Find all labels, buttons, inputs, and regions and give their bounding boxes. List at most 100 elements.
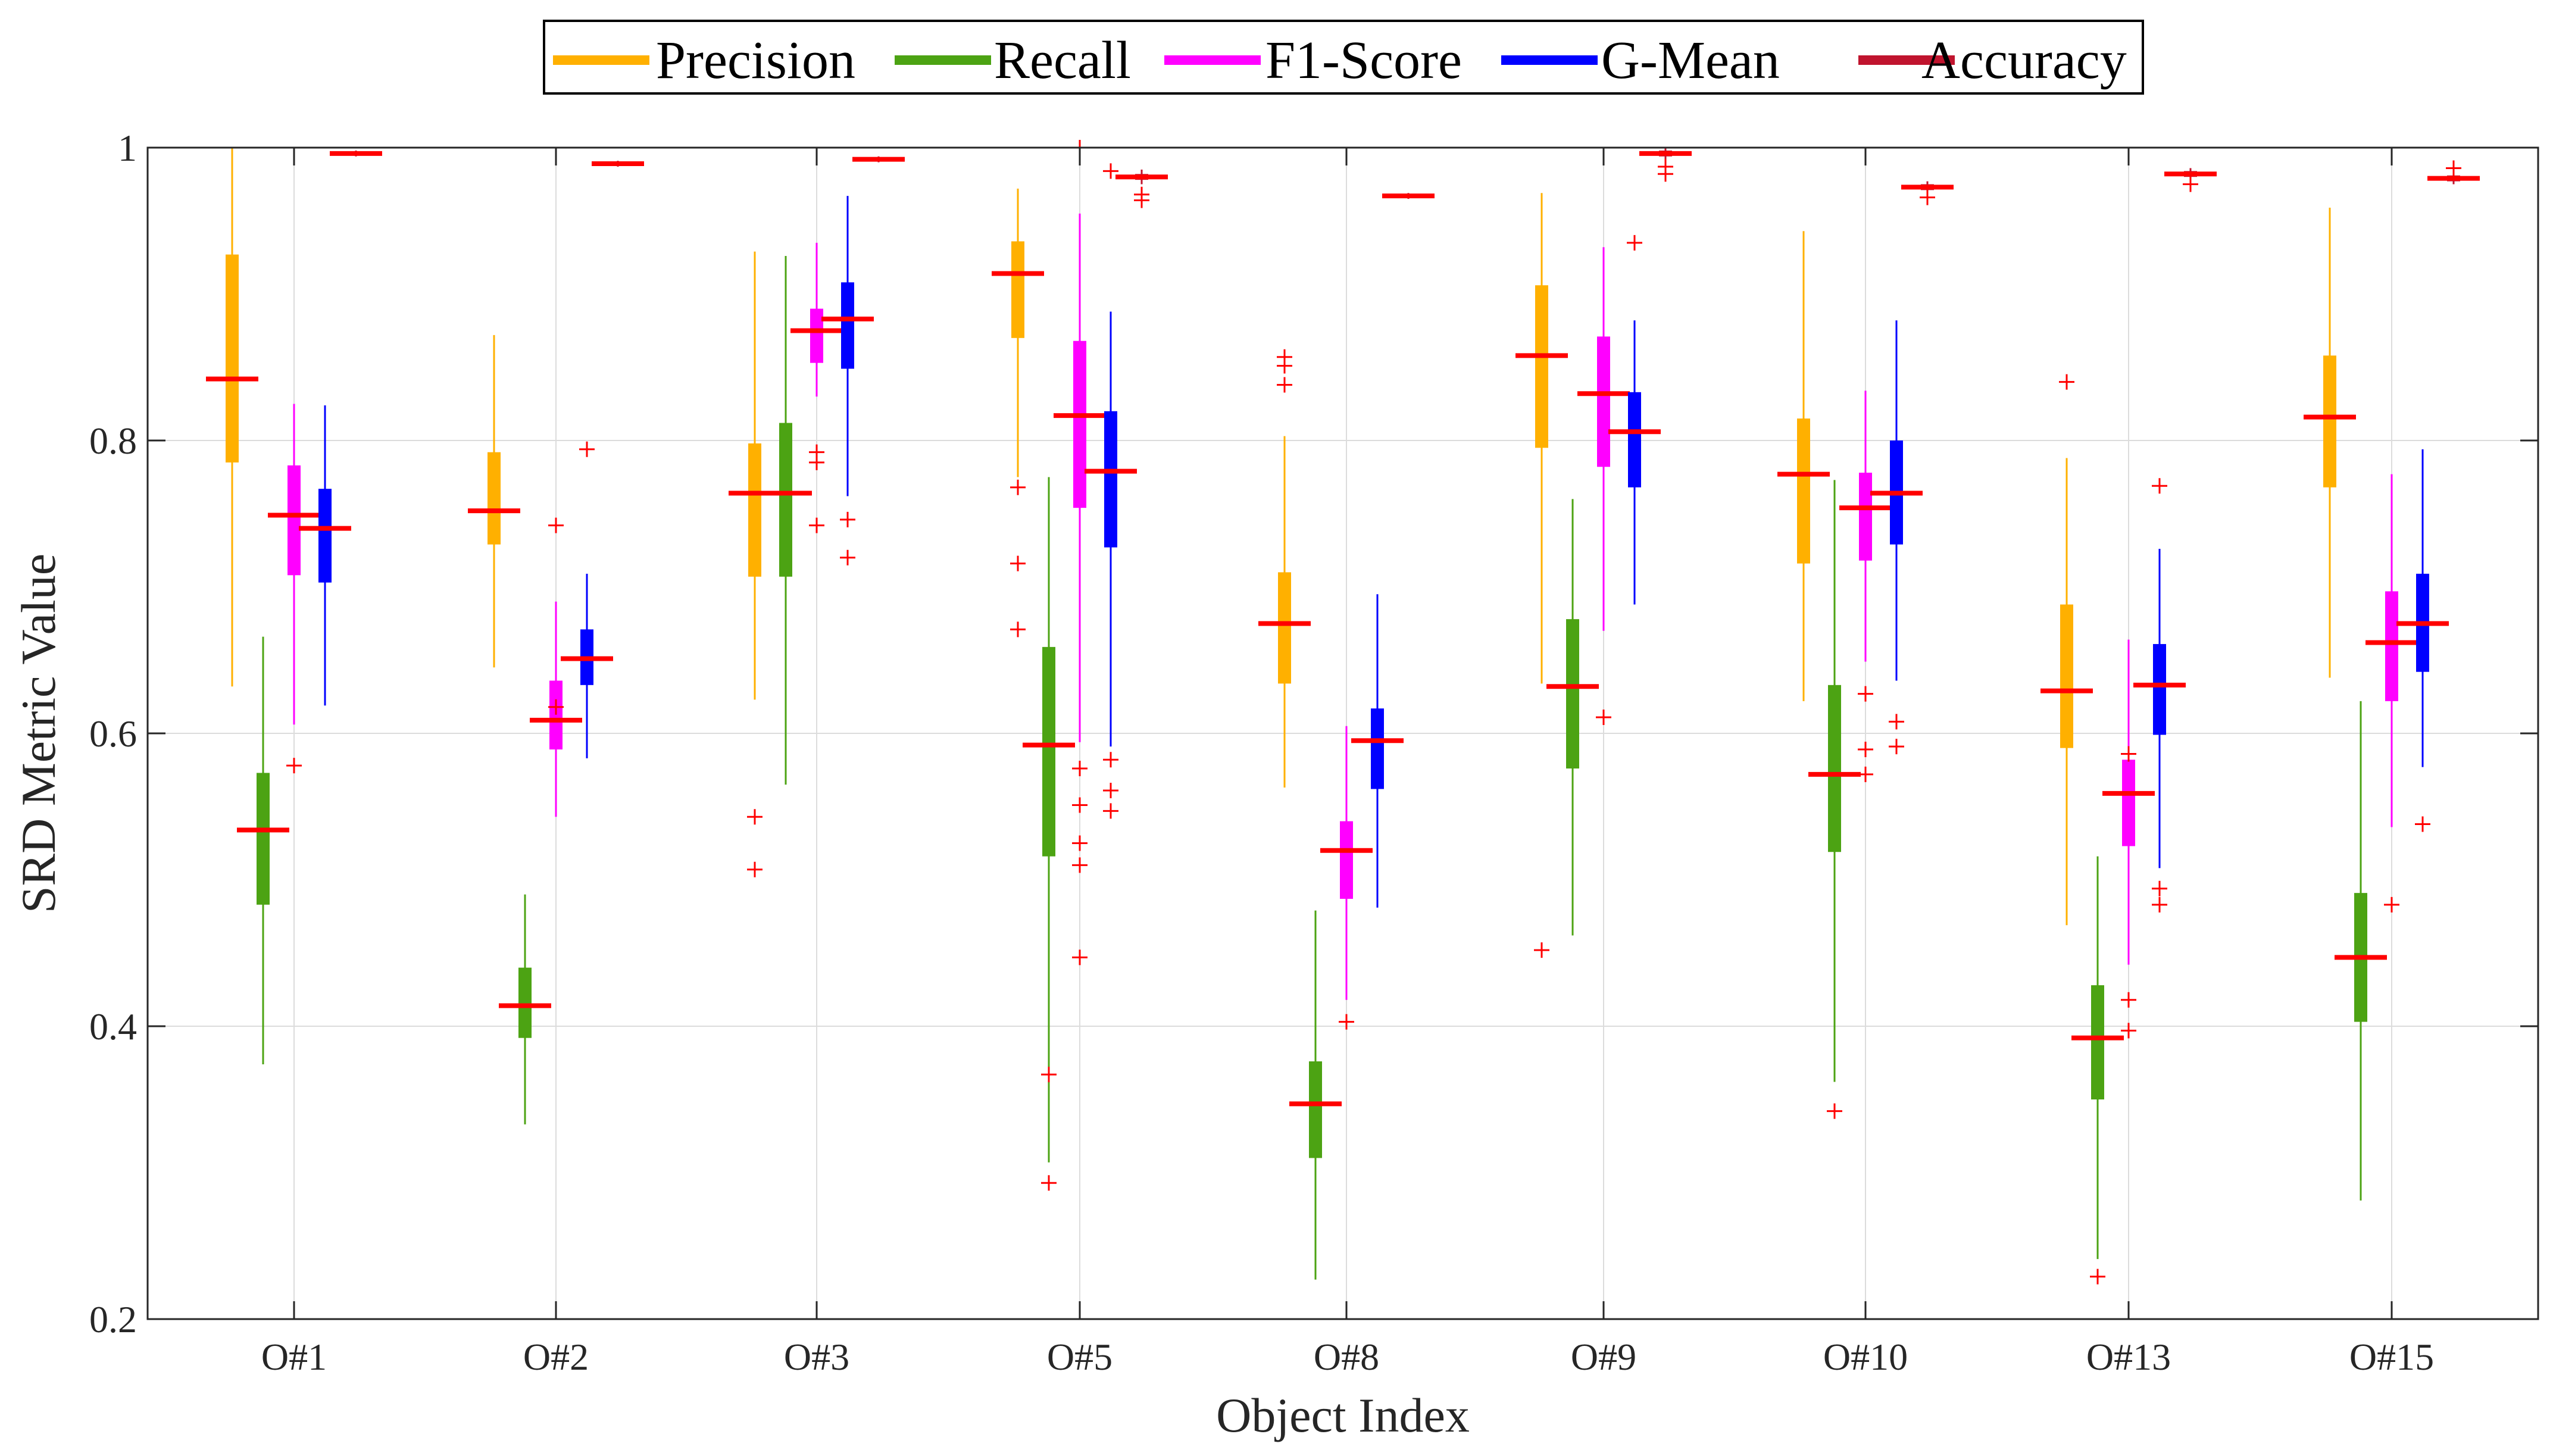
outlier-point	[1827, 1103, 1842, 1119]
outlier-point	[1010, 621, 1026, 638]
outlier-point	[2152, 880, 2167, 896]
iqr-box	[257, 773, 270, 905]
box-recall-O5	[1023, 477, 1075, 1191]
box-accuracy-O13	[2164, 168, 2217, 192]
outlier-point	[1534, 942, 1549, 958]
outlier-point	[1627, 235, 1642, 251]
outlier-point	[1041, 1067, 1057, 1083]
x-tick-label: O#3	[784, 1336, 849, 1378]
outlier-point	[1277, 358, 1292, 374]
box-f1-score-O9	[1577, 247, 1630, 725]
outlier-point	[2152, 896, 2167, 913]
outlier-point	[2121, 992, 2136, 1008]
iqr-box	[779, 423, 792, 577]
box-f1-score-O10	[1839, 390, 1892, 782]
outlier-point	[1658, 166, 1673, 182]
box-g-mean-O15	[2396, 449, 2449, 832]
outlier-point	[1010, 479, 1026, 495]
iqr-box	[1371, 708, 1384, 789]
axes: 0.2 0.4 0.6 0.8 1 O#1 O#2 O#3 O#5 O#8 O#9 O#10 O#13 O…	[89, 127, 2538, 1378]
box-f1-score-O2	[530, 517, 582, 817]
box-g-mean-O10	[1870, 320, 1923, 755]
outlier-point	[1103, 803, 1118, 819]
outlier-point	[548, 517, 564, 533]
outlier-point	[1072, 835, 1088, 851]
iqr-box	[549, 680, 563, 750]
x-axis-label: Object Index	[1216, 1388, 1470, 1442]
outlier-point	[1072, 797, 1088, 813]
x-tick-label: O#5	[1047, 1336, 1113, 1378]
y-tick-label: 0.6	[89, 713, 137, 755]
iqr-box	[288, 465, 301, 576]
box-precision-O5	[992, 188, 1044, 638]
outlier-point	[286, 758, 302, 774]
iqr-box	[748, 443, 761, 577]
iqr-box	[841, 282, 854, 369]
outlier-point	[2090, 1268, 2105, 1285]
outlier-point	[1103, 752, 1118, 768]
iqr-box	[518, 967, 532, 1038]
box-accuracy-O3	[852, 156, 905, 163]
iqr-box	[2323, 355, 2336, 488]
outlier-point	[747, 809, 763, 825]
iqr-box	[2153, 643, 2166, 735]
iqr-box	[226, 254, 239, 463]
box-g-mean-O13	[2133, 478, 2186, 913]
box-g-mean-O9	[1608, 235, 1661, 605]
box-precision-O9	[1515, 193, 1568, 958]
x-tick-label: O#1	[261, 1336, 327, 1378]
outlier-point	[2121, 746, 2136, 762]
outlier-point	[747, 861, 763, 877]
outlier-point	[1596, 709, 1611, 725]
iqr-box	[1073, 340, 1086, 508]
box-recall-O3	[760, 256, 812, 785]
iqr-box	[1535, 285, 1548, 448]
outlier-point	[1072, 857, 1088, 873]
legend-label-accuracy: Accuracy	[1921, 31, 2127, 90]
outlier-point	[1889, 739, 1904, 755]
box-g-mean-O3	[821, 196, 874, 565]
box-f1-score-O8	[1320, 726, 1373, 1030]
box-precision-O13	[2040, 374, 2093, 926]
outlier-point	[1858, 686, 1873, 702]
outlier-point	[1920, 189, 1935, 205]
box-accuracy-O9	[1639, 148, 1692, 182]
x-tick-label: O#13	[2086, 1336, 2171, 1378]
iqr-box	[1597, 336, 1610, 467]
box-recall-O8	[1289, 910, 1342, 1280]
outlier-point	[1072, 949, 1088, 966]
box-recall-O13	[2071, 856, 2124, 1285]
iqr-box	[1628, 392, 1641, 488]
outlier-point	[1889, 714, 1904, 730]
iqr-box	[1278, 572, 1291, 684]
box-accuracy-O8	[1382, 193, 1435, 199]
x-tick-label: O#10	[1823, 1336, 1908, 1378]
outlier-point	[548, 699, 564, 715]
iqr-box	[1797, 418, 1810, 564]
outlier-point	[2183, 176, 2198, 192]
x-tick-label: O#8	[1314, 1336, 1379, 1378]
outlier-point	[579, 441, 595, 457]
box-accuracy-O2	[592, 161, 644, 167]
box-precision-O15	[2304, 207, 2356, 678]
box-accuracy-O5	[1115, 169, 1168, 208]
outlier-point	[1339, 1014, 1354, 1030]
box-precision-O2	[468, 335, 520, 668]
outlier-point	[2446, 160, 2461, 176]
legend-label-f1-score: F1-Score	[1265, 31, 1462, 90]
outlier-point	[2384, 896, 2399, 913]
box-recall-O2	[499, 894, 551, 1124]
x-tick-label: O#2	[523, 1336, 589, 1378]
outlier-point	[809, 454, 824, 470]
outlier-point	[1103, 163, 1118, 179]
legend: Precision Recall F1-Score G-Mean Accuracy	[543, 20, 2144, 95]
y-tick-label: 0.2	[89, 1298, 137, 1341]
box-recall-O10	[1808, 480, 1861, 1119]
iqr-box	[1566, 619, 1579, 769]
iqr-box	[488, 452, 501, 545]
outlier-point	[2059, 374, 2074, 390]
box-f1-score-O5	[1054, 140, 1106, 966]
iqr-box	[318, 489, 332, 583]
